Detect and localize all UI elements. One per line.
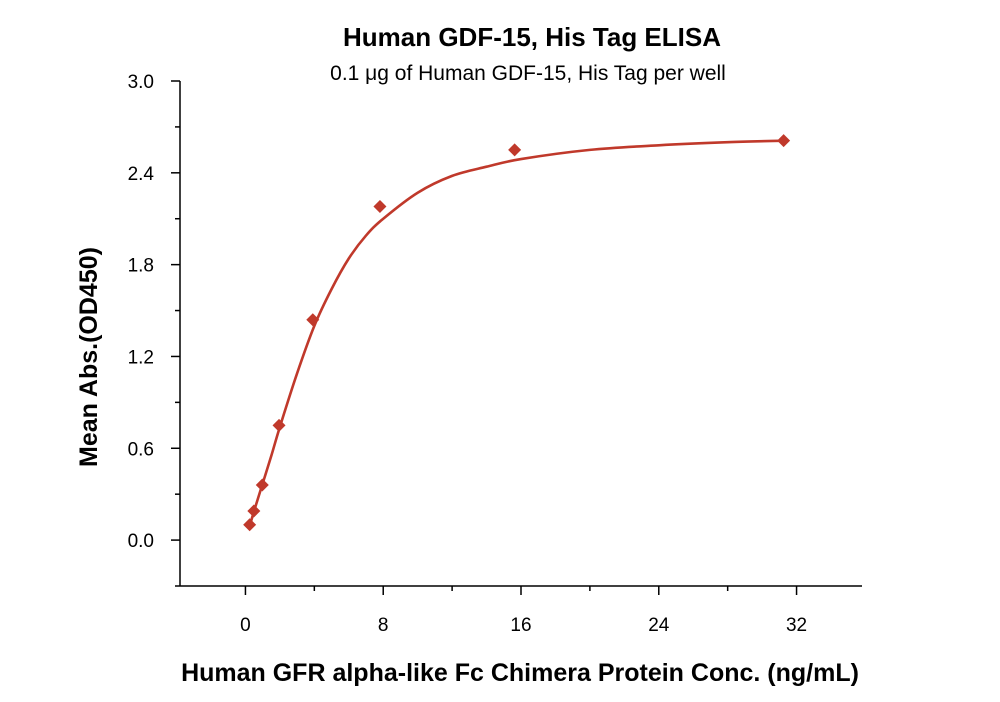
data-point <box>306 313 320 327</box>
data-point <box>508 143 522 157</box>
y-tick-label: 1.8 <box>128 256 154 277</box>
x-tick-label: 32 <box>786 615 807 636</box>
y-tick-label: 0.0 <box>128 531 154 552</box>
y-tick-label: 3.0 <box>128 72 154 93</box>
x-ticks: 0 8 16 24 32 <box>240 586 807 636</box>
chart-subtitle: 0.1 μg of Human GDF-15, His Tag per well <box>330 62 726 85</box>
fit-curve <box>248 139 784 527</box>
data-point <box>777 134 791 148</box>
data-point <box>255 478 269 492</box>
y-axis-label: Mean Abs.(OD450) <box>75 247 103 467</box>
chart-title: Human GDF-15, His Tag ELISA <box>343 22 721 52</box>
data-point <box>243 518 257 532</box>
y-tick-label: 0.6 <box>128 439 154 460</box>
data-point <box>373 199 387 213</box>
y-ticks: 0.0 0.6 1.2 1.8 2.4 3.0 <box>128 72 180 587</box>
x-tick-label: 24 <box>648 615 670 636</box>
y-tick-label: 2.4 <box>128 164 155 185</box>
x-tick-label: 0 <box>240 615 251 636</box>
x-axis-label: Human GFR alpha-like Fc Chimera Protein … <box>181 659 859 687</box>
y-tick-label: 1.2 <box>128 347 154 368</box>
data-point <box>247 504 261 518</box>
data-points <box>243 134 791 532</box>
x-tick-label: 8 <box>378 615 389 636</box>
x-tick-label: 16 <box>510 615 531 636</box>
data-point <box>272 418 286 432</box>
